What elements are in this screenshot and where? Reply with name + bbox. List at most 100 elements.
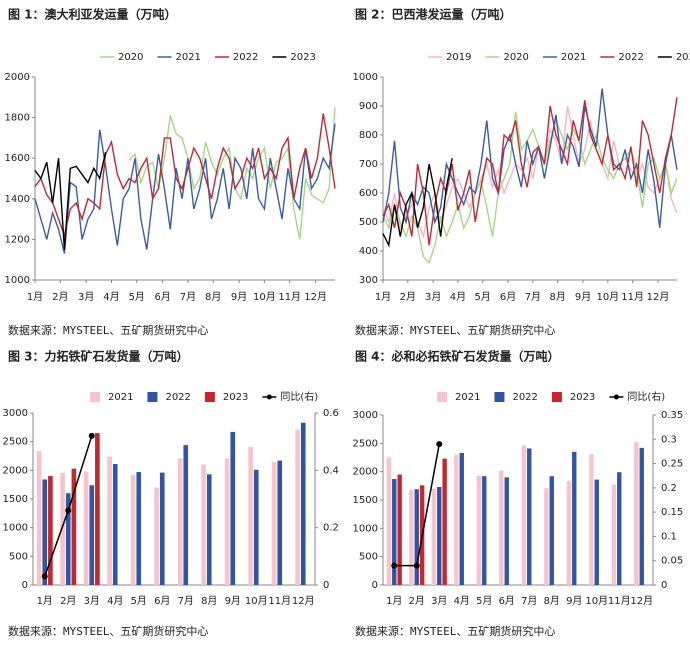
y-tick-label: 400 xyxy=(359,246,378,257)
y-tick-label: 0 xyxy=(372,580,378,591)
bar xyxy=(136,472,142,585)
x-tick-label: 7月 xyxy=(525,291,541,303)
x-tick-label: 3月 xyxy=(431,595,447,607)
y-tick-label: 1500 xyxy=(353,495,378,506)
x-tick-label: 6月 xyxy=(154,595,170,607)
x-tick-label: 4月 xyxy=(103,291,119,303)
bar xyxy=(504,477,509,585)
bar xyxy=(83,471,89,585)
bar xyxy=(639,447,644,585)
legend-label: 2023 xyxy=(570,392,595,403)
x-tick-label: 9月 xyxy=(225,595,241,607)
x-tick-label: 5月 xyxy=(131,595,147,607)
legend-label: 2021 xyxy=(108,392,133,403)
bar xyxy=(572,451,577,585)
y-tick-label: 1400 xyxy=(5,194,30,205)
bar xyxy=(159,472,165,585)
bar xyxy=(248,446,253,585)
x-tick-label: 2月 xyxy=(409,595,425,607)
bar xyxy=(154,487,159,585)
x-tick-label: 9月 xyxy=(575,291,591,303)
bar xyxy=(392,479,397,585)
bar xyxy=(300,422,306,585)
legend-label: 2021 xyxy=(175,52,200,63)
legend-label: 2022 xyxy=(165,392,190,403)
bar xyxy=(617,472,622,585)
y2-tick-label: 0 xyxy=(323,580,329,591)
y2-tick-label: 0 xyxy=(661,580,667,591)
y2-tick-label: 0.25 xyxy=(661,459,683,470)
source-note: 数据来源：MYSTEEL、五矿期货研究中心 xyxy=(8,323,208,337)
y-tick-label: 600 xyxy=(359,188,378,199)
legend-label: 2023 xyxy=(676,52,690,63)
bar xyxy=(437,486,442,585)
bar xyxy=(230,431,236,585)
y-tick-label: 1000 xyxy=(3,523,28,534)
bar xyxy=(521,445,527,585)
x-tick-label: 12月 xyxy=(304,291,327,303)
bar xyxy=(42,479,48,585)
y-tick-label: 500 xyxy=(9,551,28,562)
yoy-dot xyxy=(436,441,443,448)
y2-tick-label: 0.05 xyxy=(661,556,683,567)
x-tick-label: 6月 xyxy=(500,291,516,303)
x-tick-label: 10月 xyxy=(596,291,619,303)
bar xyxy=(65,493,71,585)
x-tick-label: 5月 xyxy=(475,291,491,303)
bar xyxy=(253,469,259,585)
x-tick-label: 11月 xyxy=(621,291,644,303)
bar xyxy=(454,454,459,585)
x-tick-label: 10月 xyxy=(585,595,608,607)
legend-label: 2020 xyxy=(503,52,528,63)
y2-tick-label: 0.2 xyxy=(661,483,677,494)
y-tick-label: 1000 xyxy=(353,523,378,534)
bar xyxy=(476,475,482,585)
bar xyxy=(527,448,532,585)
bar xyxy=(95,433,100,585)
legend-label: 2019 xyxy=(446,52,471,63)
bar xyxy=(409,489,414,585)
y-tick-label: 1000 xyxy=(353,72,378,83)
bar xyxy=(397,474,402,585)
y2-tick-label: 0.3 xyxy=(661,434,677,445)
bar xyxy=(36,450,42,585)
bar xyxy=(130,474,136,585)
x-tick-label: 11月 xyxy=(608,595,631,607)
y-tick-label: 500 xyxy=(359,217,378,228)
x-tick-label: 12月 xyxy=(630,595,653,607)
legend-dot xyxy=(613,394,619,400)
y2-tick-label: 0.15 xyxy=(661,507,683,518)
bar xyxy=(431,488,437,585)
bar xyxy=(89,485,95,585)
x-tick-label: 5月 xyxy=(129,291,145,303)
y-tick-label: 2500 xyxy=(3,437,28,448)
x-tick-label: 1月 xyxy=(27,291,43,303)
y-tick-label: 0 xyxy=(22,580,28,591)
bar xyxy=(442,458,447,585)
y-tick-label: 800 xyxy=(359,130,378,141)
yoy-dot xyxy=(41,573,48,580)
y-tick-label: 1000 xyxy=(5,275,30,286)
x-tick-label: 6月 xyxy=(499,595,515,607)
x-tick-label: 3月 xyxy=(78,291,94,303)
bar xyxy=(48,476,53,585)
source-note: 数据来源：MYSTEEL、五矿期货研究中心 xyxy=(8,624,208,638)
x-tick-label: 8月 xyxy=(549,291,565,303)
x-tick-label: 6月 xyxy=(154,291,170,303)
x-tick-label: 3月 xyxy=(425,291,441,303)
series-line xyxy=(128,107,336,240)
x-tick-label: 5月 xyxy=(476,595,492,607)
x-tick-label: 8月 xyxy=(544,595,560,607)
legend-swatch xyxy=(437,392,447,402)
bar xyxy=(295,429,300,585)
legend-swatch xyxy=(204,392,215,402)
y2-tick-label: 0.35 xyxy=(661,410,683,421)
bar xyxy=(566,480,572,585)
x-tick-label: 11月 xyxy=(268,595,291,607)
legend-label: 2021 xyxy=(455,392,480,403)
legend-swatch xyxy=(147,392,158,402)
y-tick-label: 2000 xyxy=(5,72,30,83)
legend-label: 2022 xyxy=(512,392,537,403)
x-tick-label: 7月 xyxy=(180,291,196,303)
